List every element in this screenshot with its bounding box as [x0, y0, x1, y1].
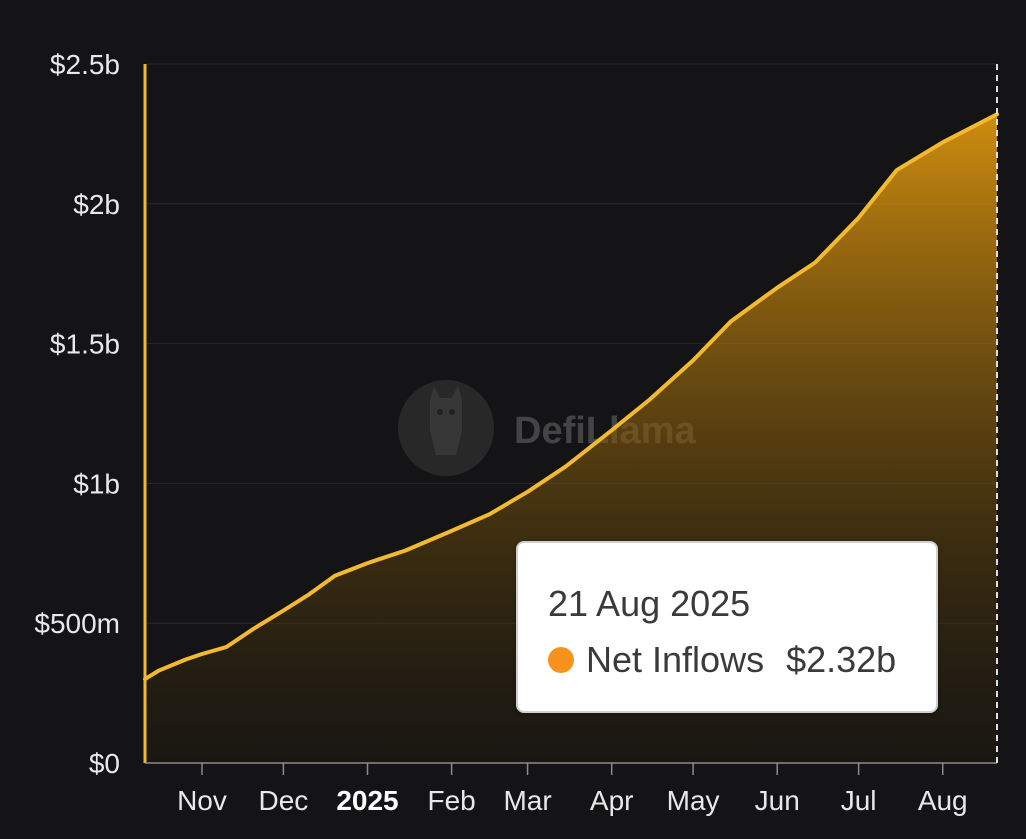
x-axis-ticks: Nov Dec 2025 Feb Mar Apr May Jun Jul Aug — [177, 763, 968, 816]
tooltip-value: $2.32b — [786, 639, 897, 680]
y-axis-ticks: $0 $500m $1b $1.5b $2b $2.5b — [34, 49, 120, 779]
y-tick-label-3: $1.5b — [50, 329, 120, 360]
x-tick-label-4: Mar — [503, 785, 551, 816]
x-tick-label-5: Apr — [590, 785, 634, 816]
tooltip-series-row: Net Inflows $2.32b — [548, 639, 896, 681]
tooltip-date: 21 Aug 2025 — [548, 583, 751, 624]
llama-logo-icon — [398, 380, 494, 476]
x-tick-label-7: Jun — [755, 785, 800, 816]
x-tick-label-9: Aug — [918, 785, 968, 816]
x-tick-label-2: 2025 — [336, 785, 398, 816]
y-tick-label-1: $500m — [34, 608, 120, 639]
axes — [143, 64, 998, 764]
x-tick-label-6: May — [667, 785, 720, 816]
x-tick-label-3: Feb — [427, 785, 475, 816]
y-tick-label-4: $2b — [73, 189, 120, 220]
x-tick-label-8: Jul — [841, 785, 877, 816]
x-tick-label-0: Nov — [177, 785, 227, 816]
tooltip-series-name: Net Inflows — [586, 639, 765, 680]
y-tick-label-2: $1b — [73, 468, 120, 499]
series-color-dot-icon — [548, 647, 574, 673]
y-tick-label-5: $2.5b — [50, 49, 120, 80]
chart-tooltip: 21 Aug 2025 Net Inflows $2.32b — [516, 541, 938, 713]
x-tick-label-1: Dec — [258, 785, 308, 816]
y-tick-label-0: $0 — [89, 748, 120, 779]
